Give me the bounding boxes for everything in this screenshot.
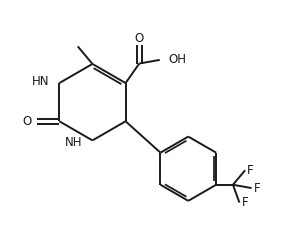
Text: F: F: [241, 196, 248, 209]
Text: F: F: [254, 182, 260, 194]
Text: O: O: [22, 115, 32, 128]
Text: O: O: [135, 32, 144, 45]
Text: HN: HN: [32, 75, 50, 88]
Text: NH: NH: [65, 136, 83, 149]
Text: OH: OH: [168, 53, 186, 66]
Text: F: F: [247, 164, 254, 177]
